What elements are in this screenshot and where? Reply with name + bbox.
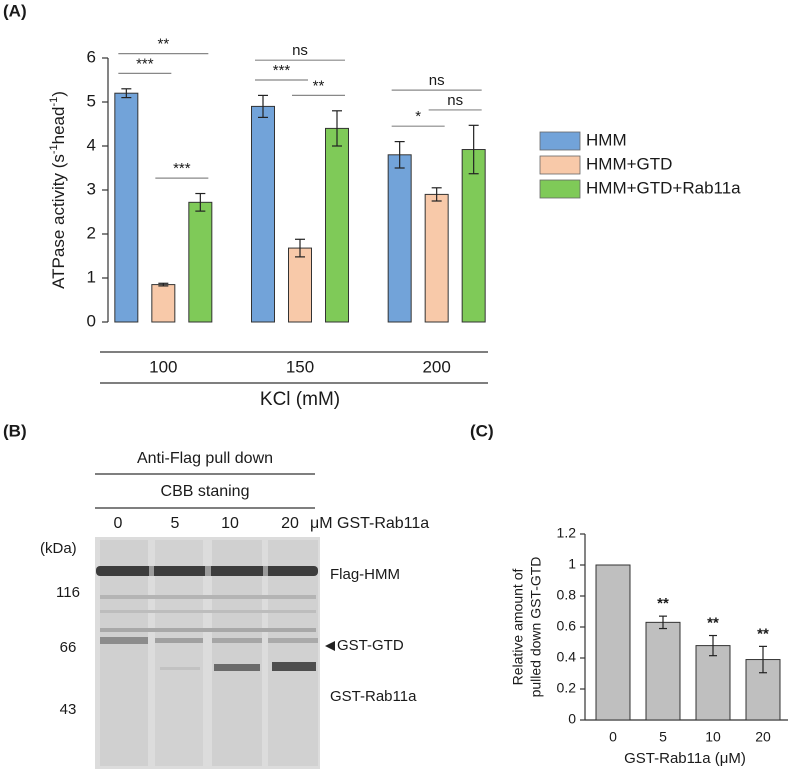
significance-label: ** — [657, 595, 669, 612]
panel-label: (B) — [3, 421, 27, 440]
error-bar — [121, 88, 132, 99]
x-tick-label: 200 — [422, 357, 450, 376]
x-tick-label: 20 — [755, 729, 771, 745]
y-tick-label: 4 — [87, 135, 96, 154]
band-label: Flag-HMM — [330, 566, 400, 583]
legend-label: HMM+GTD — [586, 154, 672, 173]
significance-label: *** — [273, 62, 291, 79]
y-tick-label: 0 — [568, 711, 576, 727]
x-tick-label: 100 — [149, 357, 177, 376]
significance-label: ** — [157, 36, 169, 53]
x-tick-label: 10 — [705, 729, 721, 745]
y-axis-label: ATPase activity (s-1head-1) — [48, 91, 69, 289]
x-axis-label: KCl (mM) — [260, 389, 340, 410]
gel-image — [95, 537, 320, 769]
y-tick-label: 0.6 — [557, 618, 577, 634]
bar — [595, 564, 631, 721]
bar — [188, 201, 213, 323]
y-tick-label: 3 — [87, 179, 96, 198]
error-bar — [258, 94, 268, 119]
y-axis-label-part: -1 — [48, 144, 60, 154]
marker-unit: (kDa) — [40, 540, 77, 557]
panel-label: (A) — [3, 1, 27, 20]
y-tick-label: 1 — [87, 267, 96, 286]
legend-swatch — [539, 131, 581, 151]
band-arrow — [325, 641, 335, 651]
marker-label: 66 — [60, 639, 77, 656]
bar — [424, 193, 449, 323]
significance-label: ** — [707, 614, 719, 631]
legend-label: HMM — [586, 130, 627, 149]
y-tick-label: 0.2 — [557, 680, 577, 696]
y-axis-label-part: head — [49, 107, 68, 145]
band-label: GST-GTD — [337, 637, 404, 654]
significance-label: ns — [292, 42, 308, 59]
marker-label: 43 — [60, 701, 77, 718]
significance-label: ns — [429, 72, 445, 89]
error-bar — [332, 110, 342, 147]
lane-label: 5 — [171, 515, 180, 532]
marker-label: 116 — [56, 584, 80, 601]
error-bar — [195, 192, 206, 212]
y-axis-label: Relative amount of — [510, 569, 526, 686]
error-bar — [295, 238, 305, 258]
error-bar — [158, 282, 169, 287]
y-axis-label-part: ) — [49, 91, 68, 97]
bar — [695, 645, 731, 721]
bar — [387, 154, 412, 323]
gel-header: Anti-Flag pull down — [137, 450, 273, 467]
error-bar — [431, 187, 442, 202]
bar — [288, 247, 312, 323]
bar — [461, 149, 486, 323]
significance-label: *** — [173, 160, 191, 177]
y-tick-label: 5 — [87, 91, 96, 110]
x-tick-label: 150 — [286, 357, 314, 376]
bar — [645, 621, 681, 721]
y-tick-label: 2 — [87, 223, 96, 242]
significance-label: ns — [447, 92, 463, 109]
y-tick-label: 1.2 — [557, 525, 577, 541]
y-tick-label: 0 — [87, 311, 96, 330]
y-axis-label-part: ATPase activity (s — [49, 154, 68, 289]
y-tick-label: 0.4 — [557, 649, 577, 665]
significance-label: ** — [313, 77, 325, 94]
y-axis-label: pulled down GST-GTD — [528, 557, 544, 698]
error-bar — [394, 141, 405, 169]
error-bar — [709, 634, 717, 657]
error-bar — [659, 615, 667, 630]
panel-label: (C) — [470, 421, 494, 440]
y-tick-label: 1 — [568, 556, 576, 572]
legend-label: HMM+GTD+Rab11a — [586, 178, 741, 197]
y-tick-label: 0.8 — [557, 587, 577, 603]
gel-subheader: CBB staning — [161, 483, 250, 500]
bar — [114, 92, 139, 323]
x-tick-label: 0 — [609, 729, 617, 745]
significance-label: ** — [757, 625, 769, 642]
bar — [325, 127, 349, 323]
lane-unit: μM GST-Rab11a — [310, 515, 429, 532]
bar — [251, 105, 275, 323]
legend-swatch — [539, 179, 581, 199]
significance-label: *** — [136, 55, 154, 72]
legend-swatch — [539, 155, 581, 175]
lane-label: 20 — [281, 515, 299, 532]
lane-label: 0 — [114, 515, 123, 532]
error-bar — [468, 124, 479, 175]
y-tick-label: 6 — [87, 47, 96, 66]
bar — [151, 284, 176, 323]
x-tick-label: 5 — [659, 729, 667, 745]
x-axis-label: GST-Rab11a (μM) — [624, 750, 746, 767]
error-bar — [759, 645, 767, 674]
significance-label: * — [415, 108, 421, 125]
lane-label: 10 — [221, 515, 239, 532]
y-axis-label-part: -1 — [48, 97, 60, 107]
band-label: GST-Rab11a — [330, 688, 417, 705]
